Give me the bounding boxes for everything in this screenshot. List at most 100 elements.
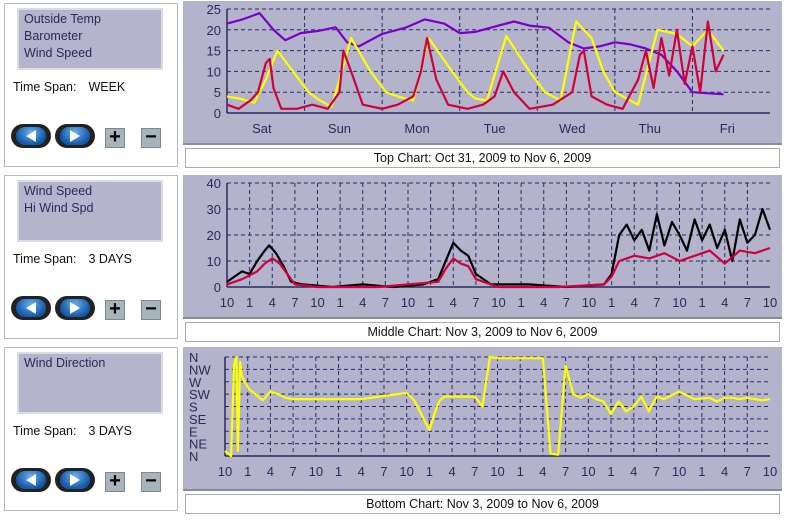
next-button[interactable]: [55, 296, 95, 320]
x-tick-label: 7: [382, 295, 389, 310]
minus-icon: −: [145, 298, 157, 320]
series-item[interactable]: Barometer: [24, 29, 83, 43]
top-chart[interactable]: 0 5 10 15 20 25 Sat Sun Mon Tue Wed Thu Fri: [183, 1, 782, 145]
bottom-chart-caption: Bottom Chart: Nov 3, 2009 to Nov 6, 2009: [185, 494, 780, 514]
x-tick-label: 1: [607, 464, 614, 479]
x-tick-label: 10: [309, 464, 323, 479]
y-tick-label: 40: [207, 176, 221, 191]
middle-chart[interactable]: 0 10 20 30 40 10 1 4 7 10 1 4 7 10 1 4 7 10 1 4 7 10 1 4 7 10 1 4 7 1…: [183, 175, 782, 319]
y-tick-label: N: [189, 350, 198, 365]
series-item[interactable]: Wind Speed: [24, 184, 93, 198]
x-tick-label: 7: [653, 295, 660, 310]
previous-button[interactable]: [11, 468, 51, 492]
right-arrow-icon: [70, 474, 80, 486]
x-tick-label: 10: [763, 295, 777, 310]
x-tick-label: 4: [450, 295, 457, 310]
x-tick-label: 1: [335, 464, 342, 479]
y-tick-label: SW: [189, 387, 211, 402]
x-tick-label: 10: [401, 295, 415, 310]
y-tick-label: 10: [207, 64, 221, 79]
x-tick-label: 7: [291, 295, 298, 310]
x-tick-label: 4: [721, 464, 728, 479]
x-tick-label: 4: [359, 295, 366, 310]
series-list[interactable]: Outside Temp Barometer Wind Speed: [17, 8, 163, 70]
x-tick-label: Sat: [252, 121, 272, 136]
next-button[interactable]: [55, 468, 95, 492]
x-tick-label: 7: [471, 464, 478, 479]
x-tick-label: 10: [220, 295, 234, 310]
plus-icon: +: [109, 298, 121, 320]
series-item[interactable]: Outside Temp: [24, 12, 101, 26]
x-tick-label: 7: [653, 464, 660, 479]
zoom-in-button[interactable]: +: [105, 126, 125, 148]
y-tick-label: 25: [207, 2, 221, 17]
x-tick-label: 1: [517, 464, 524, 479]
x-tick-label: 10: [491, 295, 505, 310]
previous-button[interactable]: [11, 124, 51, 148]
y-tick-label: 5: [214, 85, 221, 100]
right-arrow-icon: [70, 130, 80, 142]
x-tick-label: Thu: [639, 121, 661, 136]
y-tick-label: NE: [189, 437, 207, 452]
y-tick-label: E: [189, 424, 198, 439]
x-tick-label: Sun: [328, 121, 351, 136]
y-tick-label: 0: [214, 280, 221, 295]
series-barometer: [226, 12, 724, 96]
x-tick-label: 4: [721, 295, 728, 310]
series-list[interactable]: Wind Direction: [17, 352, 163, 414]
series-wind-speed: [226, 20, 725, 110]
y-tick-label: 0: [214, 106, 221, 121]
y-tick-label: SE: [189, 412, 207, 427]
x-tick-label: 1: [244, 464, 251, 479]
series-wind-speed: [226, 246, 771, 289]
x-tick-label: 7: [744, 295, 751, 310]
y-tick-label: S: [189, 400, 198, 415]
minus-icon: −: [145, 126, 157, 148]
middle-chart-control-panel: Wind Speed Hi Wind Spd Time Span: 3 DAYS …: [4, 175, 178, 339]
series-item[interactable]: Wind Direction: [24, 356, 106, 370]
series-wind-direction: [224, 355, 771, 458]
x-tick-label: 1: [518, 295, 525, 310]
x-tick-label: 4: [539, 464, 546, 479]
zoom-out-button[interactable]: −: [141, 471, 161, 492]
x-tick-label: 4: [267, 464, 274, 479]
top-chart-caption: Top Chart: Oct 31, 2009 to Nov 6, 2009: [185, 148, 780, 168]
x-tick-label: 7: [472, 295, 479, 310]
x-tick-label: 10: [581, 464, 595, 479]
x-tick-label: 10: [672, 464, 686, 479]
x-tick-label: 1: [427, 295, 434, 310]
x-tick-label: 10: [399, 464, 413, 479]
time-span-value: 3 DAYS: [88, 252, 132, 266]
series-list[interactable]: Wind Speed Hi Wind Spd: [17, 180, 163, 242]
x-tick-label: 10: [763, 464, 777, 479]
middle-chart-caption: Middle Chart: Nov 3, 2009 to Nov 6, 2009: [185, 322, 780, 342]
series-item[interactable]: Hi Wind Spd: [24, 201, 94, 215]
x-tick-label: Fri: [720, 121, 735, 136]
x-tick-label: Tue: [484, 121, 506, 136]
zoom-out-button[interactable]: −: [141, 126, 161, 148]
time-span-value: 3 DAYS: [88, 424, 132, 438]
time-span-label: Time Span:: [13, 424, 77, 438]
previous-button[interactable]: [11, 296, 51, 320]
bottom-chart[interactable]: N NE E SE S SW W NW N 10 1 4 7 10 1 4 7 10 1 4 7 10 1 4 7 10 1 4 7 10…: [183, 347, 782, 491]
plus-icon: +: [109, 126, 121, 148]
x-tick-label: 7: [380, 464, 387, 479]
left-arrow-icon: [26, 130, 36, 142]
left-arrow-icon: [26, 474, 36, 486]
x-tick-label: 10: [582, 295, 596, 310]
bottom-chart-control-panel: Wind Direction Time Span: 3 DAYS + −: [4, 347, 178, 511]
top-chart-control-panel: Outside Temp Barometer Wind Speed Time S…: [4, 3, 178, 167]
x-tick-label: 4: [269, 295, 276, 310]
x-tick-label: Wed: [559, 121, 586, 136]
x-tick-label: 7: [744, 464, 751, 479]
x-tick-label: 1: [608, 295, 615, 310]
y-tick-label: 10: [207, 254, 221, 269]
series-item[interactable]: Wind Speed: [24, 46, 93, 60]
next-button[interactable]: [55, 124, 95, 148]
zoom-in-button[interactable]: +: [105, 471, 125, 492]
zoom-out-button[interactable]: −: [141, 298, 161, 320]
zoom-in-button[interactable]: +: [105, 298, 125, 320]
right-arrow-icon: [70, 302, 80, 314]
x-tick-label: 1: [426, 464, 433, 479]
left-arrow-icon: [26, 302, 36, 314]
